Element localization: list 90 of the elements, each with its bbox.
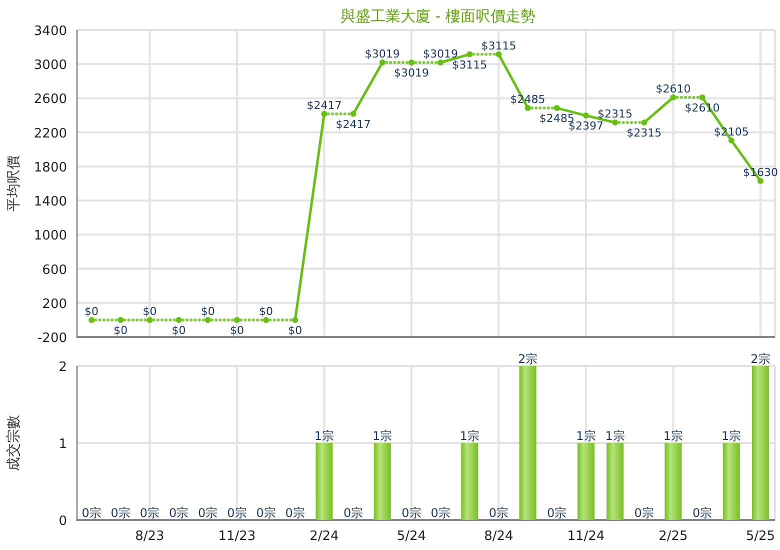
point (321, 110, 328, 117)
y-tick-label: 0 (58, 514, 67, 529)
data-label: 0宗 (227, 506, 247, 520)
y-tick-label: 200 (42, 296, 67, 312)
x-tick-label: 5/25 (746, 529, 776, 544)
point (263, 316, 270, 323)
data-label: 0宗 (110, 506, 130, 520)
data-label: 0宗 (547, 506, 567, 520)
point (466, 51, 473, 58)
point (204, 316, 211, 323)
data-label: $0 (114, 324, 128, 337)
x-tick-label: 11/23 (218, 529, 256, 544)
data-label: 0宗 (198, 506, 218, 520)
point (350, 110, 356, 117)
data-label: 0宗 (343, 506, 364, 520)
point (88, 316, 95, 323)
y-tick-label: 2600 (34, 92, 67, 108)
data-label: 1宗 (576, 429, 596, 443)
data-label: 0宗 (82, 506, 102, 520)
chart-title: 與盛工業大廈 - 樓面呎價走勢 (340, 7, 536, 25)
data-label: $2417 (336, 118, 371, 131)
data-label: $3019 (364, 47, 400, 60)
data-label: 0宗 (430, 506, 450, 520)
data-label: 1宗 (314, 429, 334, 443)
data-label: 1宗 (722, 429, 742, 443)
x-tick-label: 2/25 (658, 529, 688, 544)
data-label: 0宗 (402, 506, 422, 520)
data-label: 1宗 (372, 429, 392, 443)
data-label: 0宗 (692, 506, 712, 520)
point (176, 316, 182, 323)
data-label: $2417 (306, 98, 342, 112)
data-label: $0 (200, 304, 215, 318)
point (670, 94, 676, 100)
y-tick-label: 1 (58, 437, 67, 452)
y-tick-label: 2 (58, 360, 67, 375)
data-label: 0宗 (140, 506, 160, 520)
point (408, 59, 414, 66)
data-label: $0 (259, 304, 274, 318)
data-label: 1宗 (605, 429, 625, 443)
point (234, 316, 240, 323)
x-tick-label: 8/23 (135, 529, 164, 544)
x-tick-label: 5/24 (396, 529, 426, 544)
data-label: $2610 (656, 82, 691, 96)
y-tick-label: 1800 (34, 160, 67, 176)
point (757, 178, 764, 184)
y-tick-label: 600 (42, 262, 67, 278)
data-label: $3019 (394, 66, 429, 80)
point (379, 59, 386, 66)
point (612, 120, 618, 126)
data-label: $2315 (626, 126, 662, 140)
data-label: $0 (172, 324, 186, 337)
data-label: $3115 (452, 58, 488, 72)
data-label: $3115 (481, 39, 516, 52)
x-tick-label: 8/24 (484, 529, 514, 544)
y-axis-title: 平均呎價 (6, 156, 22, 212)
data-label: 2宗 (518, 352, 538, 366)
data-label: 2宗 (750, 352, 770, 366)
y-tick-label: 1000 (34, 228, 67, 244)
point (146, 316, 153, 323)
data-label: $2315 (598, 108, 633, 121)
point (292, 316, 298, 323)
point (496, 51, 502, 58)
data-label: $0 (230, 324, 244, 337)
data-label: $3019 (423, 47, 458, 60)
y-tick-label: 3000 (34, 58, 67, 74)
point (641, 120, 648, 126)
x-tick-label: 11/24 (567, 529, 605, 544)
point (582, 112, 589, 119)
point (699, 94, 706, 100)
data-label: 1宗 (663, 429, 684, 443)
point (118, 316, 124, 323)
point (524, 105, 531, 112)
point (438, 59, 444, 66)
data-label: $0 (84, 304, 99, 318)
point (554, 105, 560, 112)
data-label: $0 (142, 304, 157, 318)
data-label: 0宗 (256, 506, 276, 520)
y-axis-title: 成交宗數 (6, 415, 22, 471)
data-label: 0宗 (168, 506, 189, 520)
data-label: 0宗 (285, 506, 305, 520)
data-label: 0宗 (488, 506, 509, 520)
y-tick-label: 1400 (34, 194, 67, 210)
y-tick-label: 3400 (34, 24, 67, 39)
data-label: 0宗 (634, 506, 654, 520)
point (728, 137, 734, 144)
x-tick-label: 2/24 (310, 529, 339, 544)
data-label: 1宗 (460, 429, 480, 443)
y-tick-label: -200 (37, 331, 67, 346)
data-label: $0 (288, 324, 302, 337)
y-tick-label: 2200 (34, 126, 67, 142)
